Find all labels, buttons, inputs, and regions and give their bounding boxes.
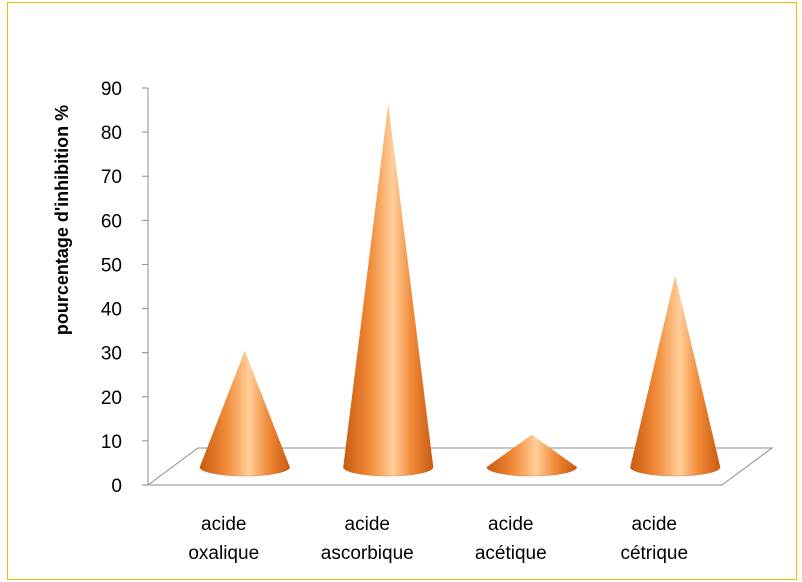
axes <box>146 88 774 486</box>
y-tick-label: 20 <box>101 388 122 409</box>
x-category-label: acide <box>632 514 677 535</box>
y-tick-label: 40 <box>101 300 122 321</box>
cone-base-edge <box>342 466 434 477</box>
chart-floor <box>146 447 774 486</box>
x-category-label: cétrique <box>620 543 688 564</box>
cones <box>199 103 721 477</box>
y-tick-label: 70 <box>101 167 122 188</box>
cone-body <box>486 434 577 476</box>
x-category-label: acétique <box>475 543 547 564</box>
cone-body <box>630 275 721 476</box>
y-tick-label: 90 <box>101 79 122 100</box>
y-tick-label: 80 <box>101 123 122 144</box>
cone-bar <box>629 275 721 477</box>
category-labels: acide oxalique acide ascorbique acide acétiqu… <box>188 514 688 564</box>
cone-base-edge <box>629 466 721 477</box>
cone-body <box>199 350 290 476</box>
cone-bar <box>199 350 291 477</box>
y-tick-label: 30 <box>101 344 122 365</box>
x-category-label: acide <box>345 514 390 535</box>
y-tick-label: 60 <box>101 211 122 232</box>
y-axis-title: pourcentage d'inhibition % <box>52 105 72 335</box>
x-category-label: ascorbique <box>321 543 414 564</box>
x-category-label: acide <box>488 514 533 535</box>
cone-base-edge <box>486 466 578 477</box>
x-category-label: acide <box>201 514 246 535</box>
x-category-label: oxalique <box>188 543 259 564</box>
cone-bar <box>486 434 578 477</box>
cone-body <box>343 103 434 476</box>
cone-bar <box>342 103 434 477</box>
y-tick-label: 50 <box>101 255 122 276</box>
cone-base-edge <box>199 466 291 477</box>
y-ticks: 0 10 20 30 40 50 60 70 80 90 <box>101 79 148 497</box>
y-tick-label: 10 <box>101 432 122 453</box>
y-tick-label: 0 <box>111 476 122 497</box>
